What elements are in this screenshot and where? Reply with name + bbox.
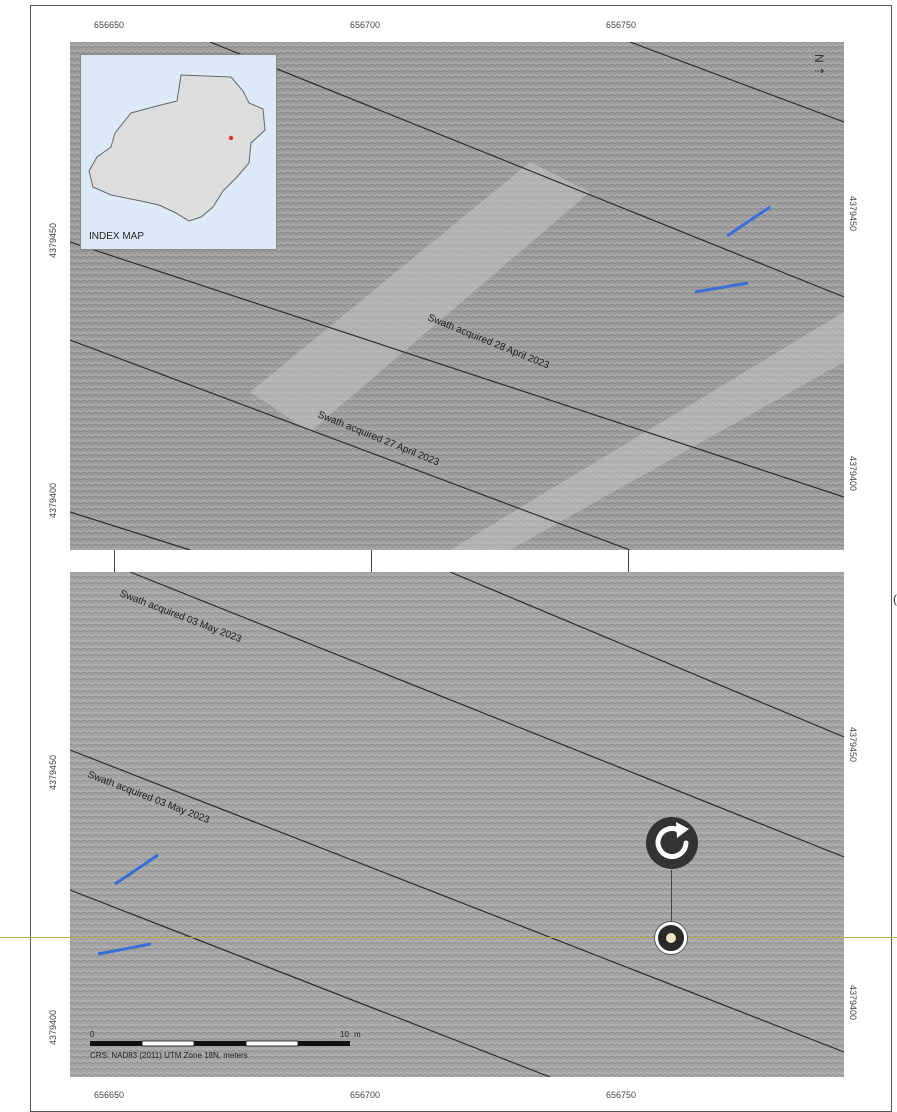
x-tick-top: 656700 — [350, 20, 381, 30]
y-tick-right: 4379400 — [848, 985, 858, 1021]
scale-end-label: 10 — [340, 1030, 349, 1039]
x-tick-top: 656650 — [94, 20, 125, 30]
grid-tick-mark — [114, 550, 115, 572]
scale-bar: 0 10 m — [90, 1030, 361, 1060]
seafloor-mosaic-top — [70, 42, 844, 550]
crs-label: CRS: NAD83 (2011) UTM Zone 18N, meters — [90, 1051, 248, 1060]
y-tick-left: 4379450 — [48, 222, 58, 258]
map-panel-bottom — [70, 572, 844, 1077]
move-handle-dot — [666, 933, 676, 943]
scale-bar-segments — [90, 1040, 350, 1047]
alignment-guide-line — [0, 937, 897, 938]
edge-mark: ( — [893, 592, 897, 606]
x-tick-bottom: 656750 — [606, 1090, 637, 1100]
feature-marker — [694, 281, 749, 294]
x-tick-top: 656750 — [606, 20, 637, 30]
site-marker — [228, 135, 234, 141]
y-tick-left: 4379400 — [48, 482, 58, 518]
x-tick-bottom: 656700 — [350, 1090, 381, 1100]
index-map-inset: INDEX MAP — [80, 54, 277, 250]
y-tick-right: 4379450 — [848, 196, 858, 232]
move-handle-icon[interactable] — [655, 922, 687, 954]
grid-tick-mark — [371, 550, 372, 572]
feature-marker — [114, 853, 159, 886]
rotate-handle-stem — [671, 870, 672, 927]
y-tick-right: 4379400 — [848, 456, 858, 492]
y-tick-right: 4379450 — [848, 727, 858, 763]
index-map-label: INDEX MAP — [89, 231, 145, 242]
rotate-clockwise-icon[interactable] — [640, 811, 704, 875]
grid-tick-mark — [628, 550, 629, 572]
north-arrow-icon: N ⇡ — [812, 53, 827, 77]
index-map-outline — [88, 74, 266, 222]
x-tick-bottom: 656650 — [94, 1090, 125, 1100]
scale-units-label: m — [354, 1030, 361, 1039]
y-tick-left: 4379400 — [48, 1009, 58, 1045]
seafloor-mosaic-bottom — [70, 572, 844, 1077]
feature-marker — [726, 205, 771, 238]
scale-start-label: 0 — [90, 1030, 95, 1039]
feature-marker — [97, 942, 152, 956]
north-label: N — [812, 53, 827, 63]
y-tick-left: 4379450 — [48, 754, 58, 790]
